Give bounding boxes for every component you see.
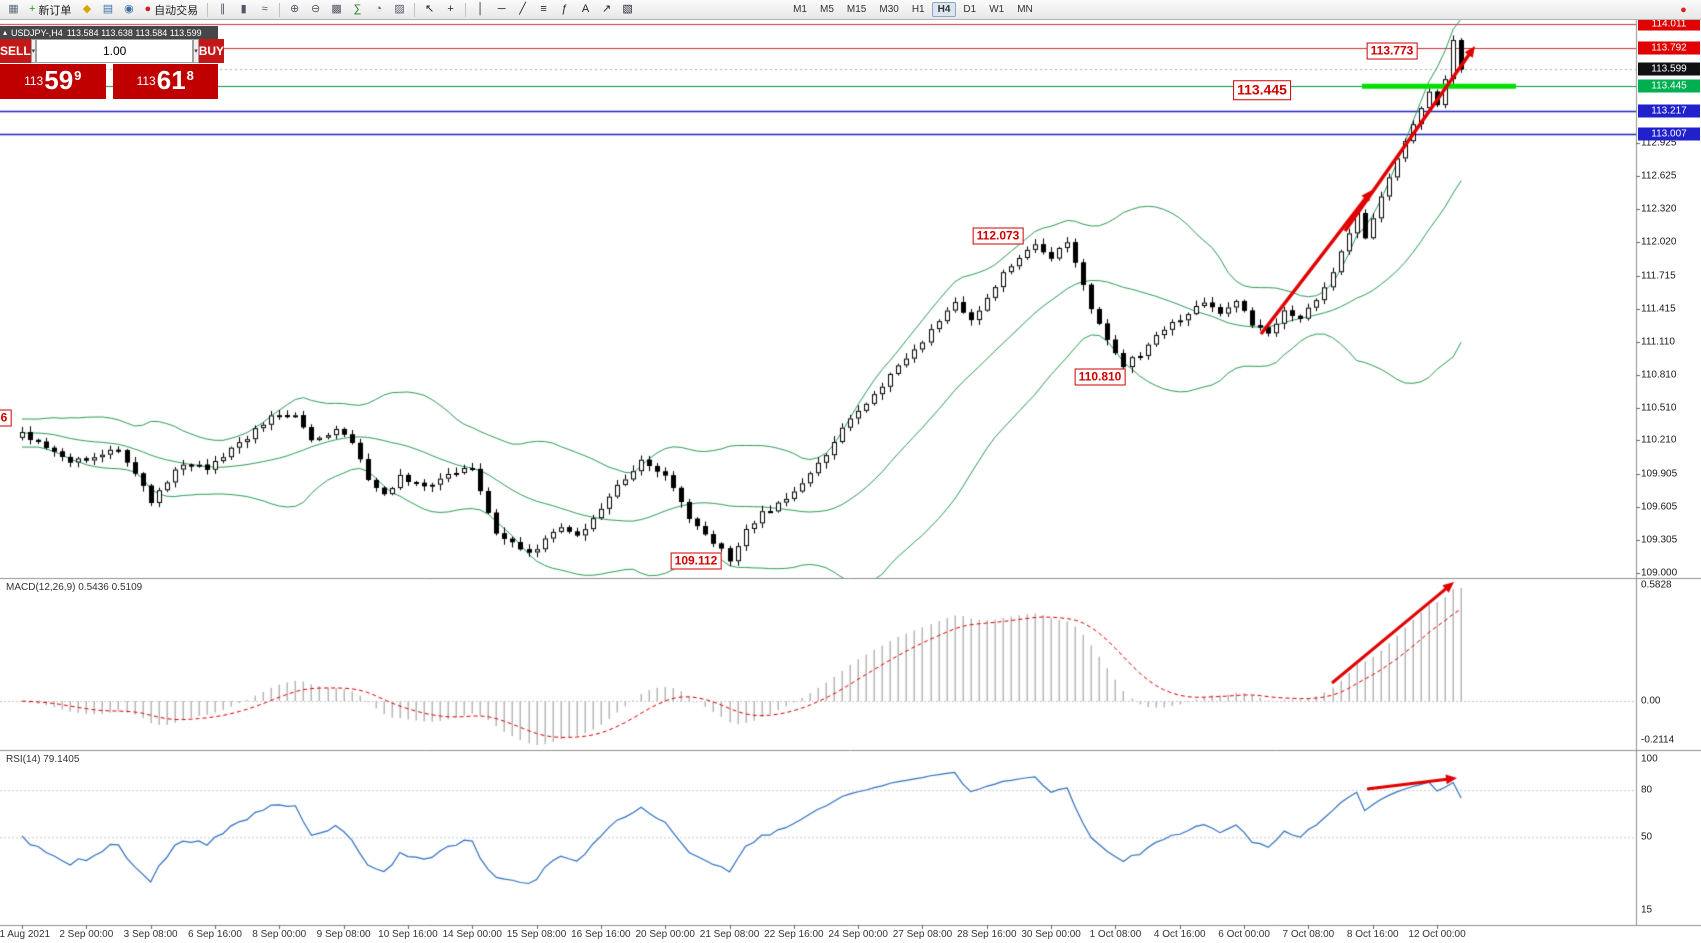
text-label-icon[interactable]: A (576, 1, 595, 18)
equidistant-channel-icon: ≡ (540, 3, 547, 15)
metaeditor-icon[interactable]: ◆ (77, 1, 96, 18)
trade-buttons-row: SELL ▾ ▾ BUY (0, 39, 225, 63)
market-watch-icon[interactable]: ▤ (98, 1, 117, 18)
chart-window-icon[interactable]: ▦ (4, 1, 23, 18)
community-icon[interactable]: ● (1680, 3, 1687, 16)
ohlc-values: 113.584 113.638 113.584 113.599 (66, 27, 202, 38)
toolbar-separator (414, 2, 416, 17)
navigator-icon[interactable]: ◉ (119, 1, 138, 18)
sell-price-display[interactable]: 113 59 9 (0, 64, 106, 99)
symbol-period-label: USDJPY-,H4 (11, 27, 63, 38)
buy-price-sup: 8 (186, 68, 194, 83)
timeframe-h4[interactable]: H4 (931, 2, 957, 17)
periods-icon[interactable]: ◔ (369, 1, 388, 18)
toolbar-separator (207, 2, 209, 17)
bid-ask-price-row: 113 59 9 113 61 8 (0, 64, 218, 99)
main-toolbar: ▦ + 新订单 ◆ ▤ ◉ ● 自动交易 ∥ ▮ ≈ ⊕ ⊖ ▩ ∑ ◔ ▨ ↖ + │ ─ ╱ ≡ ƒ A ↗ ▧ M1 M5 M15 M… (0, 0, 1701, 20)
shapes-icon: ▧ (622, 3, 633, 15)
indicators-icon[interactable]: ∑ (348, 1, 367, 18)
zoom-in-icon: ⊕ (289, 3, 300, 15)
periods-icon: ◔ (375, 3, 382, 15)
equidistant-channel-icon[interactable]: ≡ (534, 1, 553, 18)
shapes-icon[interactable]: ▧ (618, 1, 637, 18)
timeframe-mn[interactable]: MN (1017, 4, 1033, 15)
line-chart-icon: ≈ (261, 3, 268, 15)
indicators-icon: ∑ (353, 3, 362, 15)
crosshair-icon[interactable]: + (441, 1, 460, 18)
new-order-icon: + (29, 3, 36, 15)
rsi-indicator-title: RSI(14) 79.1405 (6, 754, 80, 765)
panel-collapse-toggle-icon[interactable]: ▴ (3, 28, 8, 37)
timeframe-m5[interactable]: M5 (820, 4, 834, 15)
templates-icon: ▨ (394, 3, 405, 15)
zoom-out-icon[interactable]: ⊖ (306, 1, 325, 18)
line-chart-icon[interactable]: ≈ (255, 1, 274, 18)
buy-button[interactable]: BUY (198, 39, 225, 63)
timeframe-d1[interactable]: D1 (963, 4, 977, 15)
sell-price-prefix: 113 (24, 74, 44, 88)
macd-indicator-title: MACD(12,26,9) 0.5436 0.5109 (6, 582, 143, 593)
zoom-in-icon[interactable]: ⊕ (285, 1, 304, 18)
sell-button[interactable]: SELL (0, 39, 31, 63)
trendline-icon: ╱ (519, 3, 526, 15)
buy-price-prefix: 113 (136, 74, 156, 88)
tile-windows-icon: ▩ (331, 3, 342, 15)
horizontal-line-icon[interactable]: ─ (492, 1, 511, 18)
timeframe-group: M1 M5 M15 M30 H1 H4 D1 W1 MN (787, 2, 1039, 17)
bar-chart-icon: ∥ (219, 3, 226, 15)
fibonacci-icon[interactable]: ƒ (555, 1, 574, 18)
autotrading-icon: ● (144, 3, 152, 15)
lot-dropdown-icon[interactable]: ▾ (193, 39, 199, 63)
crosshair-icon: + (447, 3, 454, 15)
chart-window-icon: ▦ (8, 3, 19, 15)
arrows-tool-icon: ↗ (601, 3, 612, 15)
lot-size-input[interactable] (36, 39, 194, 63)
timeframe-m15[interactable]: M15 (846, 4, 867, 15)
candlestick-chart-icon: ▮ (240, 3, 247, 15)
timeframe-m30[interactable]: M30 (879, 4, 899, 15)
autotrading-label: 自动交易 (154, 4, 199, 17)
cursor-icon[interactable]: ↖ (420, 1, 439, 18)
templates-icon[interactable]: ▨ (390, 1, 409, 18)
buy-price-big: 61 (156, 65, 186, 95)
zoom-out-icon: ⊖ (310, 3, 321, 15)
tile-windows-icon[interactable]: ▩ (327, 1, 346, 18)
toolbar-separator (465, 2, 467, 17)
navigator-icon: ◉ (124, 3, 134, 15)
fibonacci-icon: ƒ (561, 3, 568, 15)
toolbar-separator (279, 2, 281, 17)
cursor-icon: ↖ (424, 3, 435, 15)
metaeditor-icon: ◆ (82, 3, 92, 15)
sell-price-sup: 9 (74, 68, 82, 83)
new-order-label: 新订单 (38, 4, 72, 17)
sell-dropdown-icon[interactable]: ▾ (30, 39, 37, 63)
timeframe-m1[interactable]: M1 (793, 4, 807, 15)
timeframe-h1[interactable]: H1 (911, 4, 925, 15)
bar-chart-icon[interactable]: ∥ (213, 1, 232, 18)
trendline-icon[interactable]: ╱ (513, 1, 532, 18)
vertical-line-icon: │ (477, 3, 485, 15)
vertical-line-icon[interactable]: │ (471, 1, 490, 18)
candlestick-chart-icon[interactable]: ▮ (234, 1, 253, 18)
new-order-button[interactable]: + 新订单 (25, 1, 75, 18)
sell-price-big: 59 (44, 65, 74, 95)
arrows-tool-icon[interactable]: ↗ (597, 1, 616, 18)
buy-price-display[interactable]: 113 61 8 (112, 64, 218, 99)
text-label-icon: A (581, 3, 590, 15)
autotrading-button[interactable]: ● 自动交易 (140, 1, 202, 18)
one-click-trading-panel: ▴ USDJPY-,H4 113.584 113.638 113.584 113… (0, 26, 225, 99)
market-watch-icon: ▤ (102, 3, 114, 15)
horizontal-line-icon: ─ (497, 3, 506, 15)
timeframe-w1[interactable]: W1 (989, 4, 1005, 15)
chart-symbol-ohlc-bar: ▴ USDJPY-,H4 113.584 113.638 113.584 113… (0, 26, 218, 39)
